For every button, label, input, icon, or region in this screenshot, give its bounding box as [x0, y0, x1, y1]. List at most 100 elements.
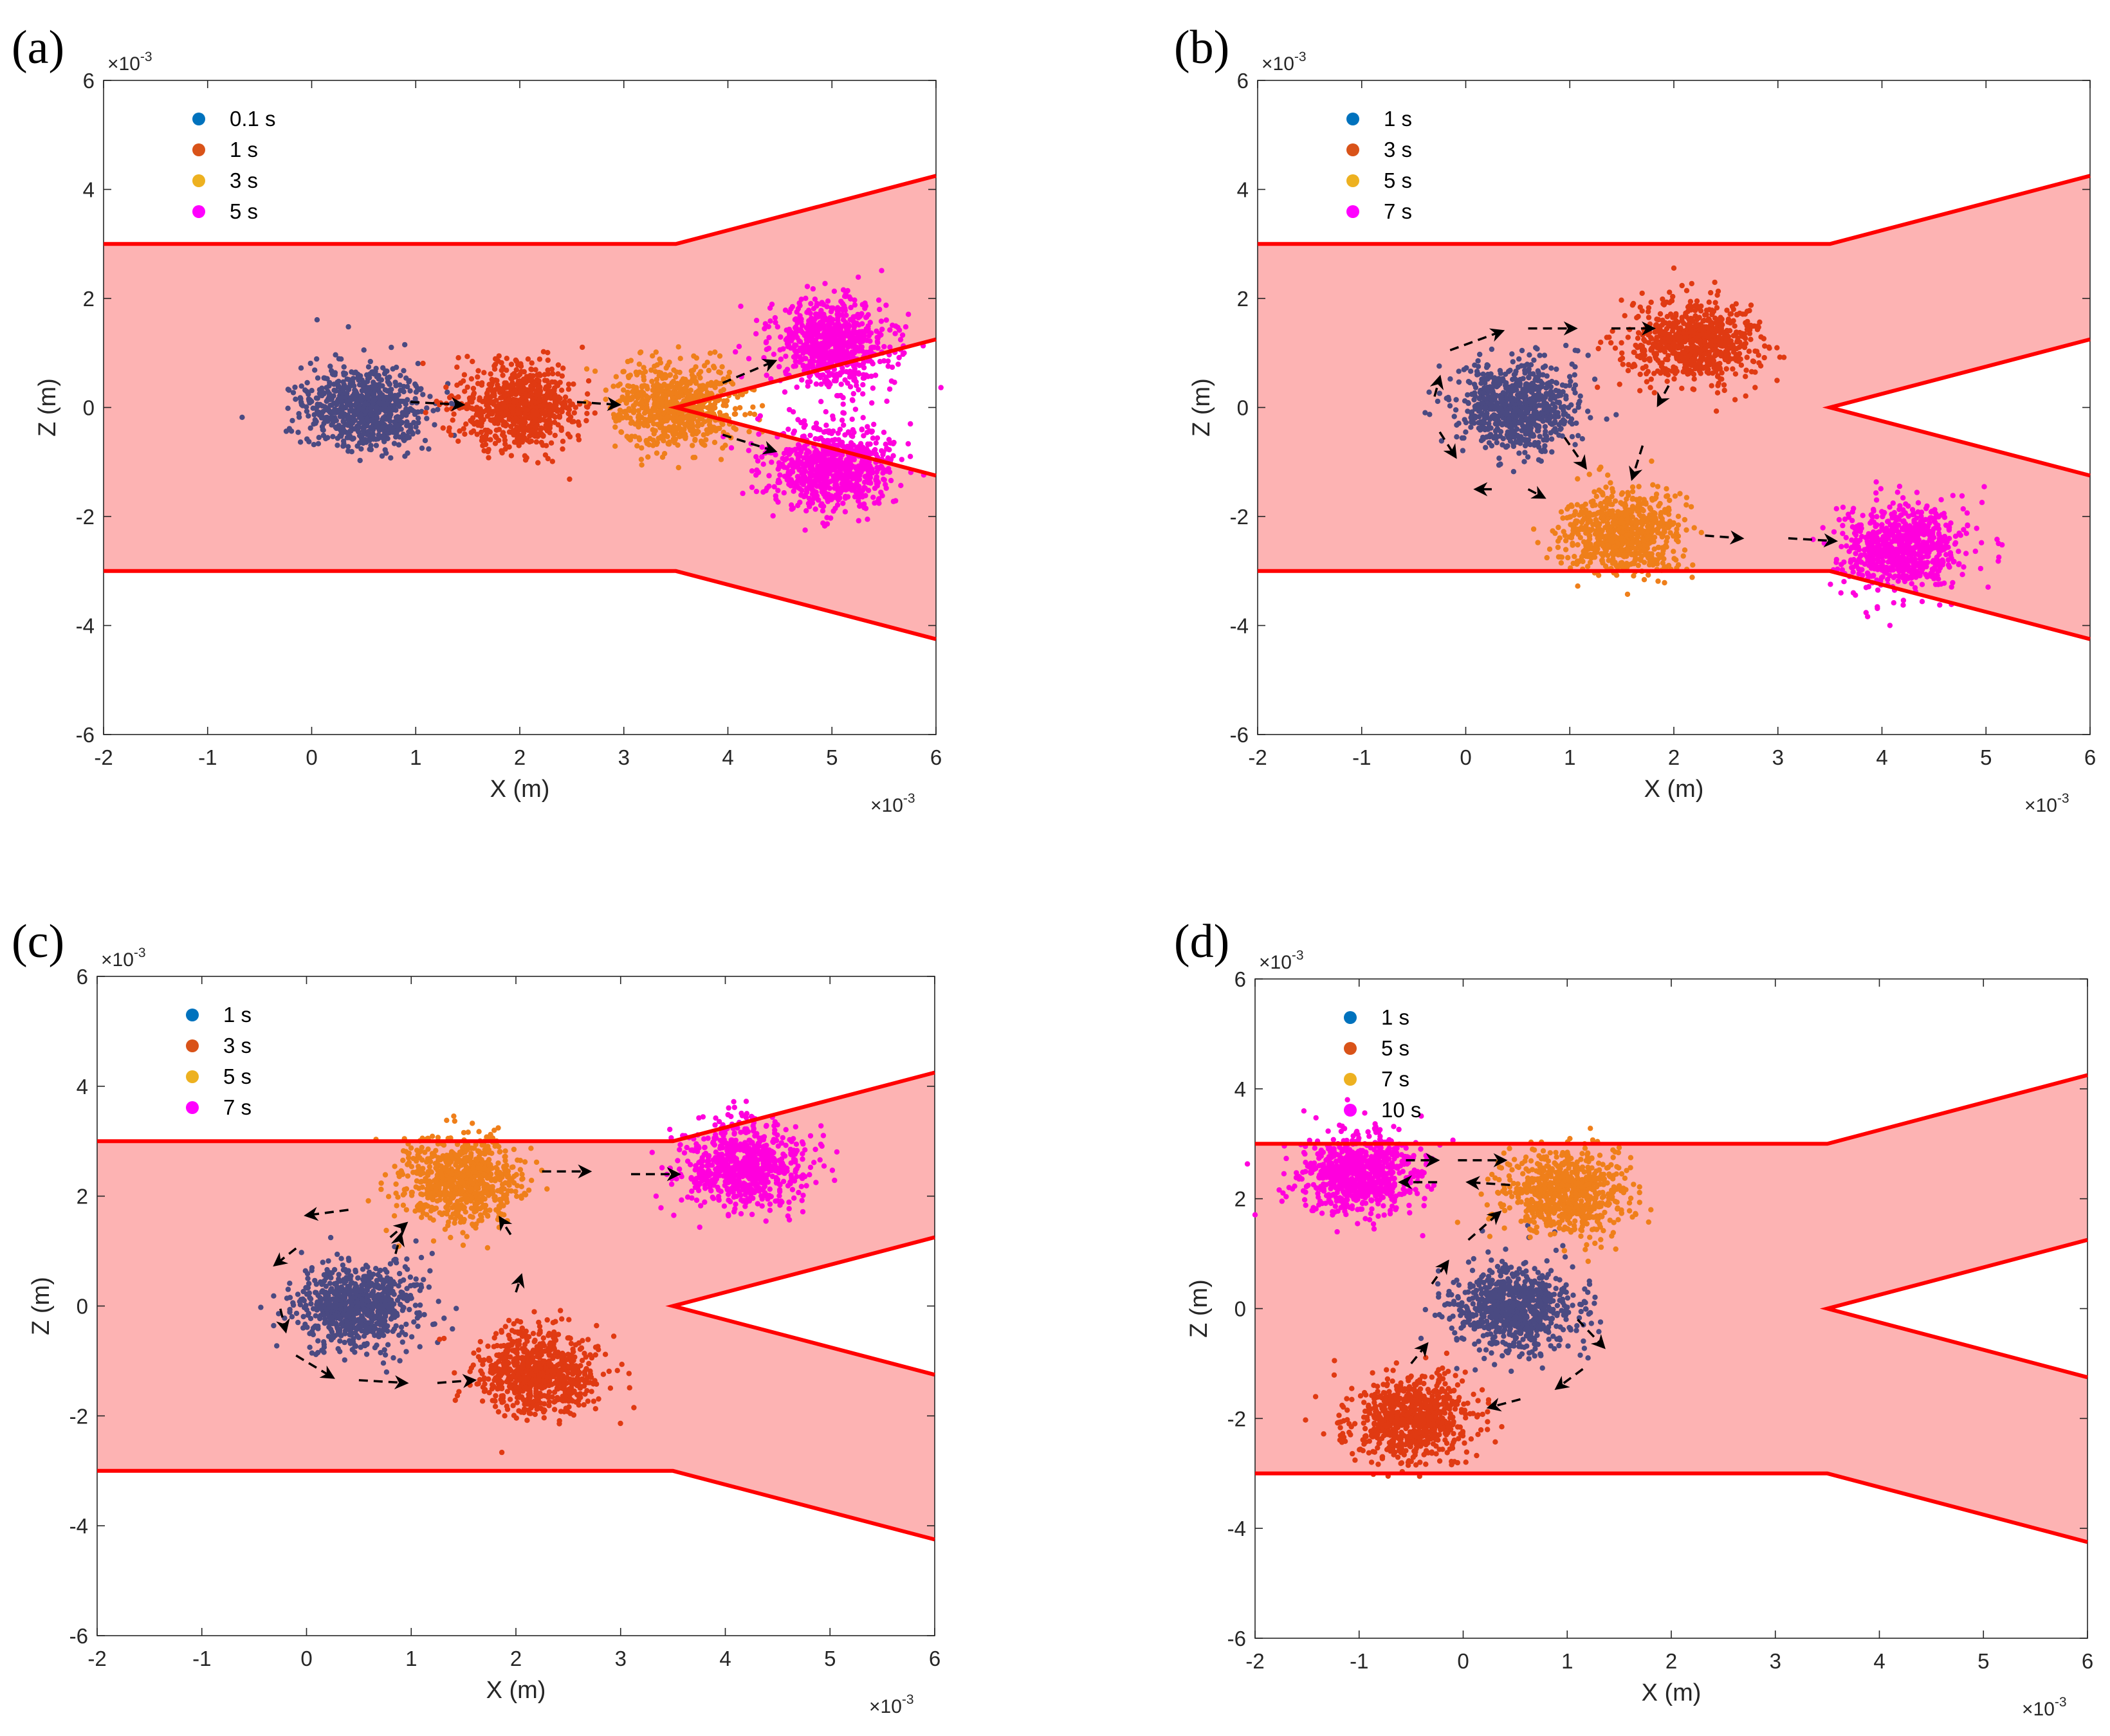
particle: [304, 379, 310, 386]
x-exponent-label: ×10-3: [870, 791, 915, 816]
particle: [801, 455, 807, 461]
particle: [1503, 444, 1509, 450]
particle: [849, 416, 855, 422]
x-axis-title: X (m): [490, 776, 550, 803]
particle: [878, 318, 885, 324]
particle: [835, 305, 841, 311]
particle: [327, 396, 333, 403]
particle: [852, 407, 859, 412]
particle: [842, 509, 849, 515]
particle: [479, 437, 485, 444]
particle: [782, 389, 788, 395]
x-tick-label: -2: [1248, 745, 1267, 769]
particle: [692, 455, 698, 461]
particle: [470, 358, 475, 365]
particle: [1542, 424, 1548, 430]
particle: [870, 495, 876, 500]
particle: [823, 336, 829, 342]
particle: [764, 372, 769, 378]
particle: [829, 430, 835, 437]
particle: [612, 424, 618, 430]
particle: [1473, 414, 1479, 419]
particle: [468, 405, 475, 411]
particle: [773, 493, 779, 499]
particle: [470, 428, 477, 434]
particle: [805, 336, 811, 342]
particle: [358, 412, 364, 417]
particle: [775, 466, 781, 472]
particle: [1516, 450, 1522, 456]
particle: [831, 288, 838, 294]
particle: [818, 381, 824, 387]
particle: [1536, 423, 1542, 429]
particle: [1468, 410, 1474, 416]
particle: [1456, 379, 1462, 385]
particle: [760, 461, 766, 467]
particle: [650, 383, 657, 389]
particle: [840, 401, 846, 407]
particle: [1532, 377, 1538, 383]
particle: [358, 446, 364, 452]
particle: [311, 442, 317, 448]
particle: [1516, 356, 1522, 362]
particle: [518, 363, 524, 369]
particle: [856, 322, 862, 328]
particle: [874, 464, 880, 471]
particle: [847, 294, 852, 300]
particle: [770, 513, 776, 519]
particle: [319, 403, 326, 409]
particle: [401, 437, 407, 443]
particle: [1585, 352, 1591, 358]
particle: [703, 437, 709, 443]
particle: [793, 329, 799, 334]
particle: [886, 469, 893, 475]
particle: [938, 385, 944, 390]
particle: [874, 435, 881, 441]
particle: [418, 386, 424, 392]
particle: [603, 387, 609, 393]
particle: [837, 426, 843, 432]
particle: [367, 446, 372, 452]
particle: [1444, 396, 1449, 401]
particle: [555, 408, 560, 414]
particle: [362, 401, 368, 407]
particle: [551, 385, 558, 391]
particle: [380, 365, 386, 371]
particle: [661, 438, 666, 444]
particle: [843, 493, 849, 500]
particle: [1554, 380, 1560, 386]
particle: [1476, 396, 1483, 401]
particle: [552, 414, 558, 420]
particle: [751, 412, 758, 417]
particle: [850, 472, 857, 479]
particle: [388, 455, 394, 461]
particle: [1468, 425, 1474, 430]
particle: [651, 431, 657, 437]
particle: [1427, 412, 1433, 417]
y-tick-label: 0: [83, 396, 95, 420]
particle: [1522, 443, 1528, 449]
particle: [493, 404, 499, 410]
particle: [840, 340, 847, 347]
particle: [617, 407, 623, 413]
y-tick-label: -6: [76, 723, 95, 747]
particle: [296, 414, 302, 420]
particle: [631, 403, 638, 408]
particle: [542, 386, 548, 392]
particle: [413, 424, 419, 430]
particle: [362, 380, 368, 386]
particle: [812, 450, 818, 455]
particle: [322, 375, 328, 381]
particle: [881, 430, 887, 435]
particle: [693, 355, 700, 361]
particle: [865, 327, 871, 333]
particle: [489, 411, 495, 417]
particle: [314, 317, 320, 323]
particle: [1714, 305, 1720, 311]
particle: [343, 385, 349, 391]
particle: [340, 418, 346, 424]
particle: [423, 410, 428, 416]
particle: [786, 407, 793, 413]
particle: [619, 394, 625, 400]
